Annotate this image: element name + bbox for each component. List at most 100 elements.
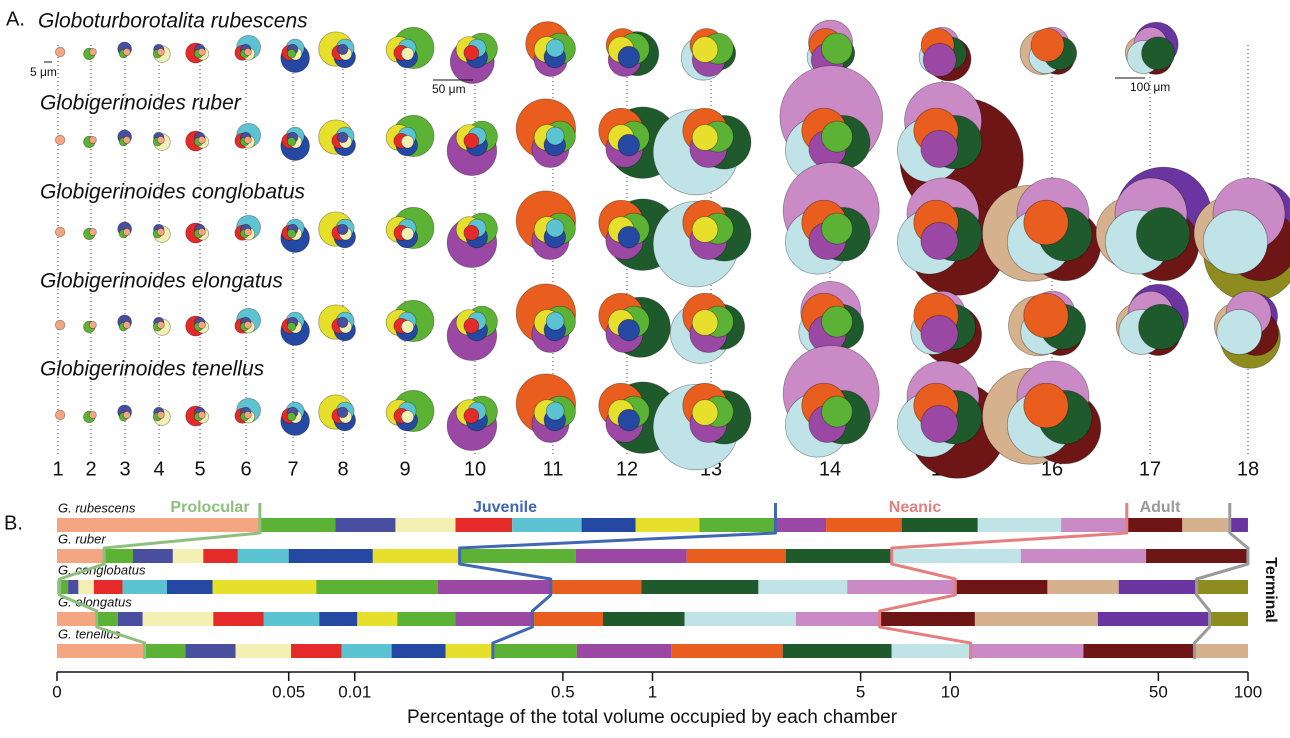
specimen-render	[982, 360, 1102, 465]
specimen-render	[798, 281, 864, 355]
stage-label: Neanic	[889, 499, 942, 516]
bar-segment	[492, 644, 577, 658]
specimen-render	[54, 226, 66, 238]
chamber-render	[243, 48, 252, 57]
chamber-render	[88, 227, 97, 236]
bar-segment	[575, 549, 687, 563]
chamber-render	[545, 38, 565, 58]
specimen-render	[280, 218, 310, 253]
chamber-render	[243, 227, 252, 236]
specimen-render	[515, 283, 576, 353]
chamber-render	[88, 410, 97, 419]
chamber-render	[821, 305, 853, 338]
specimen-render	[1193, 177, 1290, 302]
specimen-render	[54, 409, 66, 421]
bar-segment	[57, 644, 145, 658]
chamber-render	[243, 320, 252, 329]
specimen-render	[234, 307, 261, 334]
specimen-render	[385, 26, 435, 70]
panel-label: B.	[4, 512, 23, 534]
stage-number: 14	[819, 458, 841, 480]
stage-line	[458, 503, 777, 659]
chamber-render	[400, 410, 415, 424]
chamber-render	[922, 43, 957, 77]
bar-segment	[1061, 518, 1127, 532]
chamber-render	[337, 131, 349, 144]
specimen-render	[54, 134, 66, 146]
chamber-render	[545, 401, 565, 421]
bar-segment	[397, 612, 456, 626]
specimen-render	[449, 32, 498, 84]
specimen-render	[185, 405, 210, 427]
bar-segment	[847, 580, 956, 594]
bar-segment	[185, 644, 236, 658]
chamber-render	[54, 46, 66, 58]
chamber-render	[617, 133, 640, 157]
specimen-render	[318, 31, 356, 69]
x-tick-label: 10	[941, 682, 960, 701]
bar-segment	[977, 518, 1062, 532]
chamber-render	[545, 311, 565, 331]
stage-number: 2	[85, 458, 96, 480]
specimen-render	[525, 21, 576, 77]
bar-segment	[512, 518, 582, 532]
chamber-render	[156, 135, 165, 144]
x-tick-label: 0.5	[551, 682, 575, 701]
stage-number: 16	[1041, 458, 1063, 480]
bar-segment	[891, 549, 1021, 563]
bar-segment	[1020, 549, 1147, 563]
specimen-render	[1213, 290, 1281, 369]
stage-number: 7	[287, 458, 298, 480]
x-tick-label: 100	[1234, 682, 1262, 701]
chamber-render	[821, 32, 853, 65]
chamber-render	[545, 126, 565, 146]
chamber-render	[156, 48, 165, 57]
stage-label: Prolocular	[170, 499, 249, 516]
bar-segment	[891, 644, 971, 658]
specimen-render	[598, 292, 671, 358]
specimen-render	[234, 34, 261, 61]
bar-segment	[970, 644, 1084, 658]
stage-number: 1	[52, 458, 63, 480]
stage-number: 10	[464, 458, 486, 480]
chamber-render	[88, 320, 97, 329]
bar-segment	[1126, 518, 1183, 532]
bar-segment	[1118, 580, 1197, 594]
specimen-render	[152, 131, 171, 151]
specimen-render	[318, 211, 356, 249]
bar-segment	[93, 580, 123, 594]
bar-segment	[213, 612, 264, 626]
bar-segment	[237, 549, 289, 563]
chamber-render	[545, 218, 565, 238]
stage-number: 6	[240, 458, 251, 480]
specimen-render	[152, 43, 171, 63]
bar-segment	[671, 644, 783, 658]
chamber-render	[88, 135, 97, 144]
bar-segment	[437, 580, 551, 594]
stage-number: 12	[616, 458, 638, 480]
bar-segment	[357, 612, 398, 626]
chamber-render	[691, 36, 719, 63]
bar-segment	[96, 612, 118, 626]
specimen-render	[652, 199, 752, 288]
specimen-render	[152, 223, 171, 243]
specimen-render	[117, 314, 132, 332]
chamber-render	[197, 48, 206, 57]
chamber-render	[156, 410, 165, 419]
bar-segment	[142, 612, 214, 626]
stage-line	[58, 503, 262, 659]
stage-line	[1192, 503, 1250, 659]
specimen-render	[515, 98, 576, 168]
stage-number: 9	[399, 458, 410, 480]
bar-segment	[455, 518, 513, 532]
specimen-render	[806, 19, 856, 77]
specimen-render	[117, 41, 132, 59]
bar-segment	[263, 612, 320, 626]
bar-segment	[391, 644, 446, 658]
chamber-render	[1202, 209, 1268, 275]
specimen-render	[83, 47, 97, 61]
scale-bar-label: 50 μm	[432, 82, 466, 96]
specimen-render	[54, 46, 66, 58]
bar-segment	[635, 518, 700, 532]
